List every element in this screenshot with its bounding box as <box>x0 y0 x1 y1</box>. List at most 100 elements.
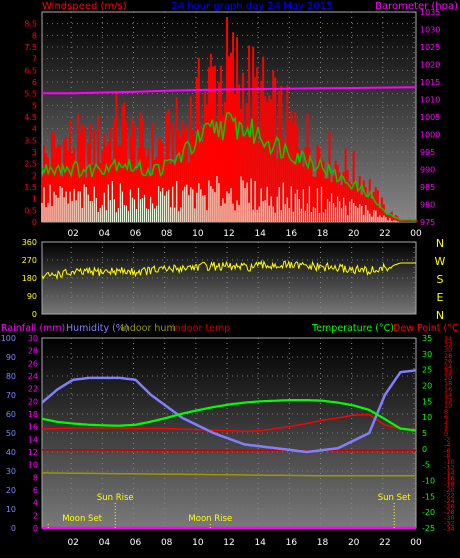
legend-temperature: Temperature (°C) <box>311 323 394 334</box>
y-tick-label: 5 <box>32 101 37 110</box>
indoor-temperature-line <box>42 449 416 452</box>
y-tick-label: 10 <box>444 402 452 410</box>
y-tick-label: -26 <box>444 503 455 511</box>
y-tick-label: 180 <box>22 274 37 283</box>
compass-labels: N W S E N <box>435 237 446 322</box>
direction-series <box>41 259 416 281</box>
x-tick-label: 20 <box>348 229 360 239</box>
y-tick-label: 1.5 <box>24 183 37 192</box>
sun-moon-events: Sun Rise Sun Set Moon Set Moon Rise <box>47 493 411 528</box>
y-tick-label: 1020 <box>420 61 440 70</box>
indoor-humidity-line <box>42 472 416 477</box>
x-tick-label: 18 <box>317 229 329 239</box>
y-tick-label: 980 <box>420 201 435 210</box>
y-tick-label: 10 <box>422 413 432 422</box>
y-tick-label: -12 <box>444 464 455 472</box>
climate-series <box>41 369 417 530</box>
y-tick-label: 28 <box>444 352 452 360</box>
direction-plot-area <box>41 241 417 315</box>
y-tick-label: 30 <box>6 467 16 476</box>
y-tick-label: 30 <box>422 350 432 359</box>
x-tick-label: 00 <box>410 538 422 548</box>
gust-line <box>41 112 417 221</box>
x-tick-label: 08 <box>161 229 173 239</box>
y-tick-label: 18 <box>28 410 38 419</box>
y-tick-label: 26 <box>28 359 38 368</box>
x-tick-label: 06 <box>130 538 142 548</box>
climate-grid <box>42 338 416 528</box>
dewpoint-y-axis: -34-32-30-28-26-24-22-20-18-16-14-12-10-… <box>444 335 455 533</box>
y-tick-label: -4 <box>444 441 450 449</box>
y-tick-label: 100 <box>1 334 16 343</box>
x-tick-label: 22 <box>379 229 390 239</box>
y-tick-label: 16 <box>444 385 452 393</box>
y-tick-label: 1035 <box>420 8 440 17</box>
y-tick-label: 1000 <box>420 131 440 140</box>
y-tick-label: -2 <box>444 436 450 444</box>
compass-label: N <box>436 237 444 250</box>
y-tick-label: 990 <box>420 166 435 175</box>
y-tick-label: -20 <box>422 508 435 517</box>
x-tick-label: 10 <box>192 538 204 548</box>
x-tick-label: 22 <box>379 538 390 548</box>
y-tick-label: -32 <box>444 519 455 527</box>
y-tick-label: 90 <box>6 353 16 362</box>
y-tick-label: 20 <box>6 486 16 495</box>
y-tick-label: 6 <box>32 78 37 87</box>
legend-dew-point: Dew Point (°C) <box>393 323 460 334</box>
y-tick-label: 70 <box>6 391 16 400</box>
moon-rise-marker: Moon Rise <box>188 514 232 524</box>
y-tick-label: 995 <box>420 148 435 157</box>
y-tick-label: -10 <box>444 458 455 466</box>
y-tick-label: -14 <box>444 469 455 477</box>
y-tick-label: 0 <box>444 430 448 438</box>
y-tick-label: 8 <box>444 408 448 416</box>
y-tick-label: 14 <box>444 391 452 399</box>
y-tick-label: 10 <box>6 505 16 514</box>
compass-label: S <box>437 273 444 286</box>
direction-grid <box>42 242 416 314</box>
x-tick-label: 02 <box>67 229 78 239</box>
x-tick-label: 18 <box>317 538 329 548</box>
direction-y-axis: 0 90 180 270 360 <box>22 238 37 319</box>
humidity-line <box>41 369 417 454</box>
x-tick-label: 10 <box>192 229 204 239</box>
wind-y-axis: 0 0.5 1 1.5 2 2.5 3 3.5 4 4.5 5 5.5 6 6.5 7 7.5 8 8.5 <box>24 20 37 227</box>
y-tick-label: 2 <box>33 511 38 520</box>
y-tick-label: 1030 <box>420 26 440 35</box>
y-tick-label: -5 <box>422 461 430 470</box>
y-tick-label: -8 <box>444 452 450 460</box>
y-tick-label: -34 <box>444 525 455 533</box>
wind-axis-title: Windspeed (m/s) <box>42 1 127 12</box>
wind-x-axis: 02 04 06 08 10 12 14 16 18 20 22 00 <box>67 229 422 239</box>
barometer-y-axis: 975 980 985 990 995 1000 1005 1010 1015 1020 1025 1… <box>420 8 440 227</box>
x-tick-label: 12 <box>223 229 234 239</box>
y-tick-label: 32 <box>444 341 452 349</box>
barometer-axis-title: Barometer (hpa) <box>375 1 458 12</box>
y-tick-label: 0 <box>32 218 37 227</box>
moon-set-marker: Moon Set <box>62 514 102 524</box>
y-tick-label: -10 <box>422 477 435 486</box>
climate-x-axis: 02 04 06 08 10 12 14 16 18 20 22 00 <box>67 538 422 548</box>
y-tick-label: 34 <box>444 335 452 343</box>
y-tick-label: 1010 <box>420 96 440 105</box>
compass-label: W <box>435 255 446 268</box>
y-tick-label: -22 <box>444 491 455 499</box>
x-tick-label: 06 <box>130 229 142 239</box>
y-tick-label: 0 <box>33 524 38 533</box>
y-tick-label: 12 <box>444 396 452 404</box>
y-tick-label: 0 <box>32 310 37 319</box>
y-tick-label: 8 <box>33 473 38 482</box>
x-tick-label: 12 <box>223 538 234 548</box>
y-tick-label: 7.5 <box>24 43 37 52</box>
legend-rainfall: Rainfall (mm) <box>1 323 65 334</box>
y-tick-label: 6.5 <box>24 66 37 75</box>
y-tick-label: 10 <box>28 461 38 470</box>
y-tick-label: -24 <box>444 497 455 505</box>
x-tick-label: 00 <box>410 229 422 239</box>
y-tick-label: 14 <box>28 435 38 444</box>
y-tick-label: 270 <box>22 256 37 265</box>
y-tick-label: 24 <box>28 372 38 381</box>
y-tick-label: 4 <box>444 419 448 427</box>
y-tick-label: 22 <box>444 369 452 377</box>
